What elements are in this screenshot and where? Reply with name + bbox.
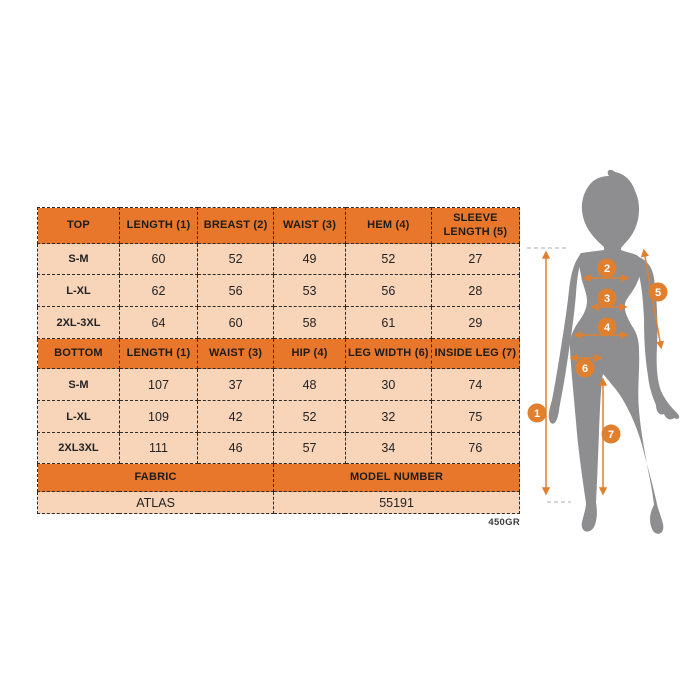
silhouette-torso-legs [569,250,664,534]
table-row: 2XL3XL 111 46 57 34 76 [37,432,521,464]
marker-number-3: 3 [604,293,610,305]
marker-circle-4 [597,317,617,337]
measurement-value: 42 [197,400,275,433]
measurement-value: 60 [118,243,199,275]
measurement-value: 46 [197,432,275,464]
column-header-hem: HEM (4) [344,207,432,244]
marker-number-4: 4 [604,322,611,334]
measurement-value: 56 [344,274,432,307]
column-header-leg-width: LEG WIDTH (6) [344,338,432,369]
measurement-value: 109 [118,400,199,433]
silhouette-head [581,169,640,252]
measurement-value: 60 [197,306,275,339]
column-header-bottom: BOTTOM [37,338,120,369]
measurement-value: 48 [273,368,346,401]
marker-circle-7 [601,424,621,444]
size-label: L-XL [37,274,120,307]
measurement-value: 37 [197,368,275,401]
table-row: 2XL-3XL 64 60 58 61 29 [37,306,521,339]
measurement-value: 27 [430,243,521,275]
measurement-value: 28 [430,274,521,307]
woman-silhouette [548,169,680,534]
measurement-value: 34 [344,432,432,464]
body-silhouette-diagram: 1 2 3 4 5 6 7 [527,169,680,534]
marker-circle-6 [575,358,595,378]
footer-header-row: FABRIC MODEL NUMBER [36,463,520,492]
measurement-value: 52 [273,400,346,433]
table-row: S-M 60 52 49 52 27 [37,243,521,275]
fabric-weight-note: 450GR [488,517,520,528]
table-row: S-M 107 37 48 30 74 [37,368,521,401]
marker-number-1: 1 [534,408,540,420]
column-header-length: LENGTH (1) [118,207,199,244]
column-header-top: TOP [37,207,120,244]
measurement-value: 53 [273,274,346,307]
size-table-container: TOP LENGTH (1) BREAST (2) WAIST (3) HEM … [36,207,521,514]
measurement-value: 111 [118,432,199,464]
model-number-value: 55191 [273,491,520,514]
size-table: TOP LENGTH (1) BREAST (2) WAIST (3) HEM … [36,207,521,514]
bottom-header-row: BOTTOM LENGTH (1) WAIST (3) HIP (4) LEG … [37,338,521,369]
measurement-value: 30 [344,368,432,401]
size-label: S-M [37,243,120,275]
marker-circle-5 [648,282,668,302]
top-header-row: TOP LENGTH (1) BREAST (2) WAIST (3) HEM … [37,207,521,244]
silhouette-right-arm [636,256,680,420]
column-header-inside-leg: INSIDE LEG (7) [430,338,521,369]
fabric-header: FABRIC [36,463,275,492]
measurement-value: 64 [118,306,199,339]
measurement-value: 56 [197,274,275,307]
size-label: 2XL3XL [37,432,120,464]
measurement-value: 29 [430,306,521,339]
column-header-sleeve-length: SLEEVE LENGTH (5) [430,207,521,244]
measurement-markers: 1 2 3 4 5 6 7 [527,258,668,444]
table-row: L-XL 62 56 53 56 28 [37,274,521,307]
measurement-value: 58 [273,306,346,339]
measurement-value: 76 [430,432,521,464]
column-header-waist: WAIST (3) [273,207,346,244]
size-label: L-XL [37,400,120,433]
column-header-waist: WAIST (3) [197,338,275,369]
measurement-value: 75 [430,400,521,433]
silhouette-left-arm [548,254,583,424]
fabric-value: ATLAS [36,491,275,514]
measurement-value: 32 [344,400,432,433]
model-number-header: MODEL NUMBER [273,463,520,492]
measurement-figure: 1 2 3 4 5 6 7 [525,160,700,550]
measurement-value: 52 [197,243,275,275]
marker-circle-2 [597,258,617,278]
size-label: 2XL-3XL [37,306,120,339]
marker-number-6: 6 [582,363,588,375]
measurement-value: 74 [430,368,521,401]
table-row: L-XL 109 42 52 32 75 [37,400,521,433]
measurement-value: 57 [273,432,346,464]
measurement-value: 107 [118,368,199,401]
marker-number-5: 5 [655,287,661,299]
measurement-value: 49 [273,243,346,275]
measurement-value: 61 [344,306,432,339]
measurement-value: 62 [118,274,199,307]
footer-value-row: ATLAS 55191 [36,491,520,514]
marker-circle-3 [597,288,617,308]
column-header-length: LENGTH (1) [118,338,199,369]
column-header-hip: HIP (4) [273,338,346,369]
marker-circle-1 [527,403,547,423]
column-header-breast: BREAST (2) [197,207,275,244]
marker-number-7: 7 [608,429,614,441]
marker-number-2: 2 [604,263,610,275]
size-label: S-M [37,368,120,401]
measurement-value: 52 [344,243,432,275]
